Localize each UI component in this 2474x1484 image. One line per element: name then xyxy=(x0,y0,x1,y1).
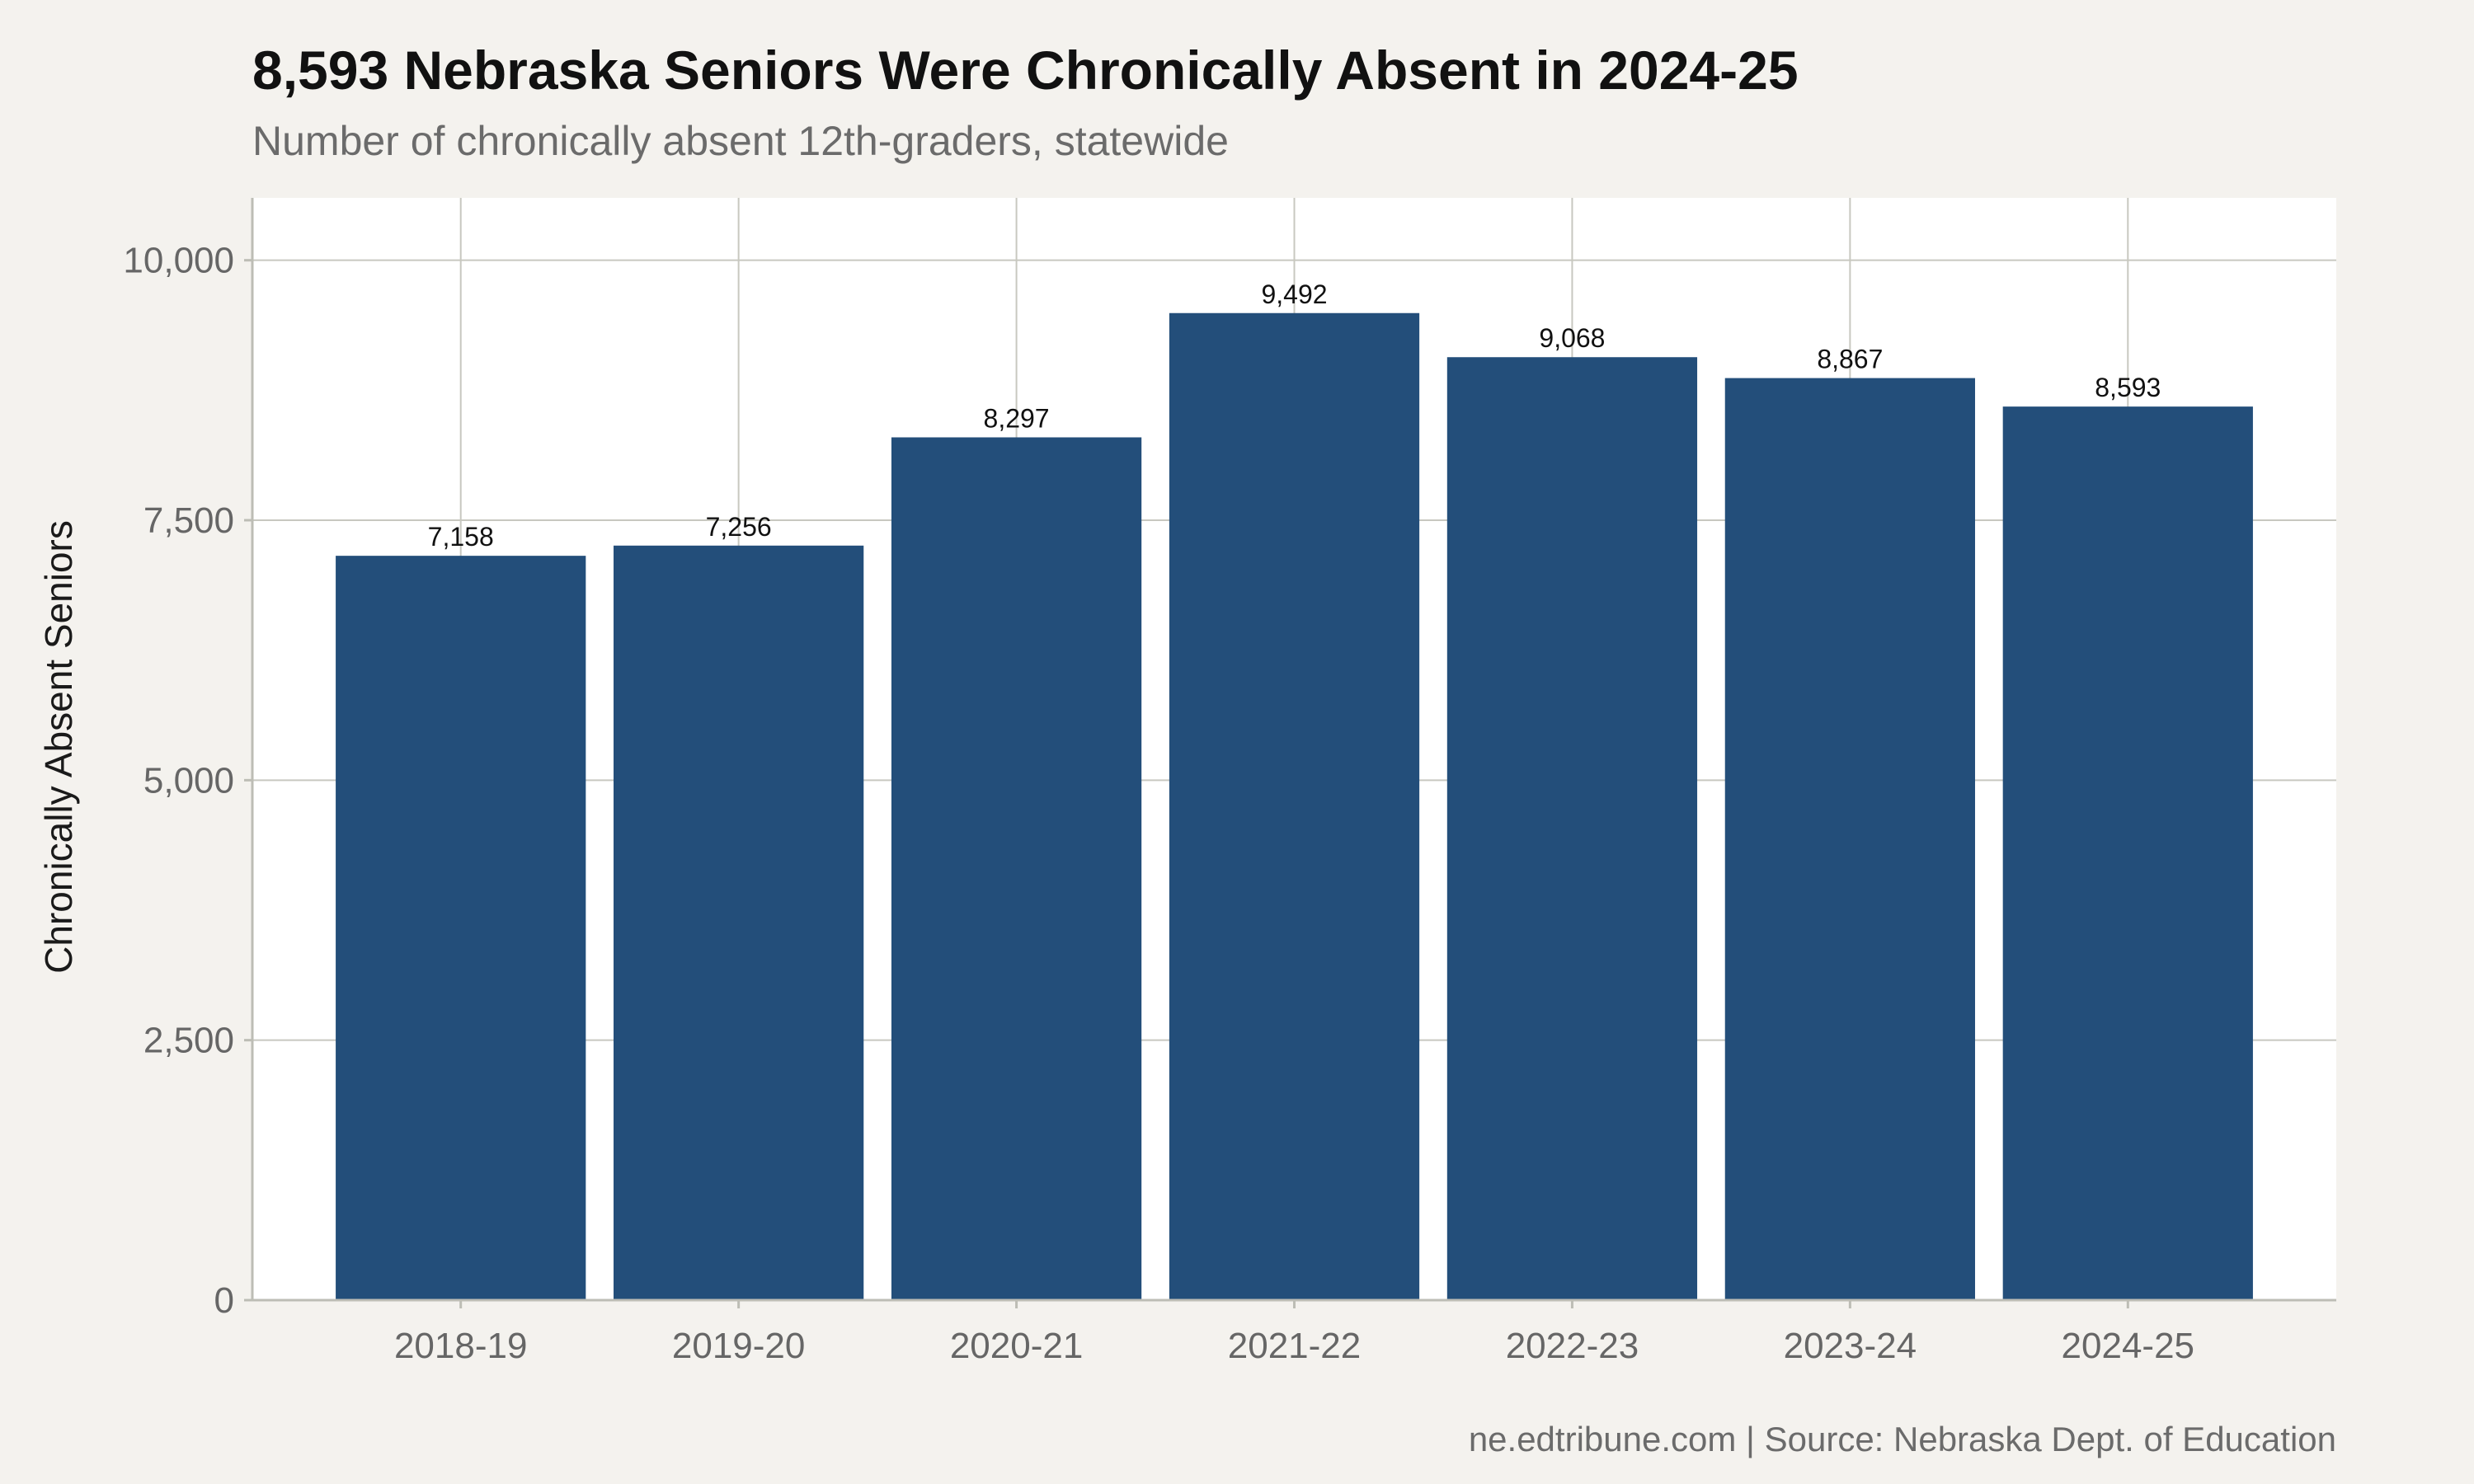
bar-value-label: 8,593 xyxy=(2095,373,2161,402)
x-tick-label: 2024-25 xyxy=(2062,1326,2194,1366)
bar xyxy=(614,545,864,1300)
y-tick-label: 5,000 xyxy=(143,760,234,801)
axes xyxy=(244,198,2336,1308)
y-tick-labels: 0 2,500 5,000 7,500 10,000 xyxy=(123,241,234,1321)
bar-value-label: 9,068 xyxy=(1539,323,1605,353)
y-tick-label: 0 xyxy=(214,1280,234,1321)
x-tick-label: 2021-22 xyxy=(1228,1326,1361,1366)
x-tick-label: 2019-20 xyxy=(672,1326,805,1366)
x-tick-label: 2018-19 xyxy=(394,1326,527,1366)
bar xyxy=(891,437,1142,1300)
bar xyxy=(2002,406,2253,1300)
y-tick-label: 2,500 xyxy=(143,1021,234,1061)
bars xyxy=(336,312,2253,1300)
x-tick-label: 2020-21 xyxy=(950,1326,1083,1366)
bar-value-label: 8,867 xyxy=(1817,345,1883,374)
chart-subtitle: Number of chronically absent 12th-grader… xyxy=(252,118,1229,164)
y-tick-label: 10,000 xyxy=(123,241,234,281)
x-tick-label: 2022-23 xyxy=(1506,1326,1639,1366)
x-tick-labels: 2018-19 2019-20 2020-21 2021-22 2022-23 2023-… xyxy=(394,1326,2194,1366)
bar-value-label: 9,492 xyxy=(1261,279,1327,309)
bar xyxy=(1446,357,1698,1300)
y-axis-title: Chronically Absent Seniors xyxy=(37,520,80,974)
y-tick-label: 7,500 xyxy=(143,500,234,541)
chart-title: 8,593 Nebraska Seniors Were Chronically … xyxy=(252,40,1799,101)
bar-value-label: 7,158 xyxy=(428,522,494,552)
bar xyxy=(1169,312,1420,1300)
bar-value-label: 8,297 xyxy=(984,403,1050,433)
x-tick-label: 2023-24 xyxy=(1784,1326,1917,1366)
data-labels: 7,158 7,256 8,297 9,492 9,068 8,867 8,593 xyxy=(428,279,2161,552)
bar xyxy=(336,556,586,1300)
chart-caption: ne.edtribune.com | Source: Nebraska Dept… xyxy=(1469,1420,2336,1458)
bar-value-label: 7,256 xyxy=(706,512,772,542)
bar xyxy=(1724,378,1975,1300)
